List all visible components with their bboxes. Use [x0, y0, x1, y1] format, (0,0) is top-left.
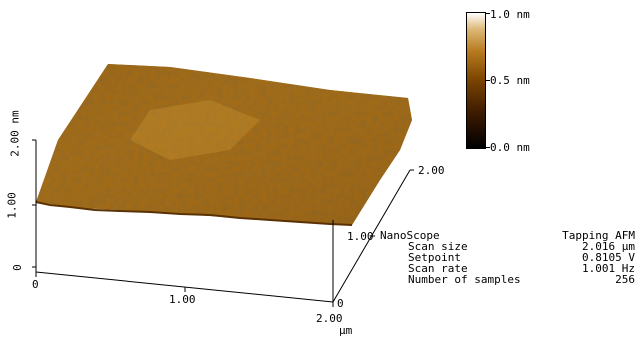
color-bar-top-label: 1.0 nm — [490, 8, 530, 21]
info-row-scan-rate: Scan rate 1.001 Hz — [380, 263, 635, 275]
x-axis-max-label: 2.00 — [316, 312, 343, 325]
height-surface — [35, 64, 412, 226]
info-header: NanoScope Tapping AFM — [380, 230, 635, 242]
z-axis-zero-label: 0 — [10, 264, 24, 271]
x-axis-zero-label: 0 — [32, 278, 39, 291]
color-bar-tick-mid — [486, 80, 490, 81]
info-label: Setpoint — [408, 251, 461, 264]
z-axis-mid-label: 1.00 — [5, 192, 19, 219]
info-header-left: NanoScope — [380, 229, 440, 242]
info-label: Scan rate — [408, 262, 468, 275]
y-axis-max-label: 2.00 — [418, 164, 445, 177]
info-label: Scan size — [408, 240, 468, 253]
y-axis-zero-label: 0 — [337, 297, 344, 310]
surface-highlight — [130, 100, 260, 160]
color-bar-mid-label: 0.5 nm — [490, 74, 530, 87]
info-row-setpoint: Setpoint 0.8105 V — [380, 252, 635, 264]
height-color-bar — [466, 12, 486, 149]
x-axis-mid-label: 1.00 — [169, 293, 196, 306]
info-row-samples: Number of samples 256 — [380, 274, 635, 286]
surface-texture — [36, 64, 412, 225]
info-value: 256 — [615, 273, 635, 286]
axes-frame — [32, 139, 414, 307]
z-axis-label: 2.00 nm — [8, 110, 22, 157]
info-value: 2.016 µm — [582, 240, 635, 253]
y-axis-mid-label: 1.00 — [347, 230, 374, 243]
color-bar-bottom-label: 0.0 nm — [490, 141, 530, 154]
surface-front-edge — [35, 201, 353, 226]
info-label: Number of samples — [408, 273, 521, 286]
color-bar-tick-top — [486, 13, 490, 14]
info-value: 1.001 Hz — [582, 262, 635, 275]
x-axis-unit-label: µm — [339, 324, 353, 337]
color-bar-tick-bottom — [486, 147, 490, 148]
info-header-right: Tapping AFM — [562, 229, 635, 242]
info-value: 0.8105 V — [582, 251, 635, 264]
info-row-scan-size: Scan size 2.016 µm — [380, 241, 635, 253]
